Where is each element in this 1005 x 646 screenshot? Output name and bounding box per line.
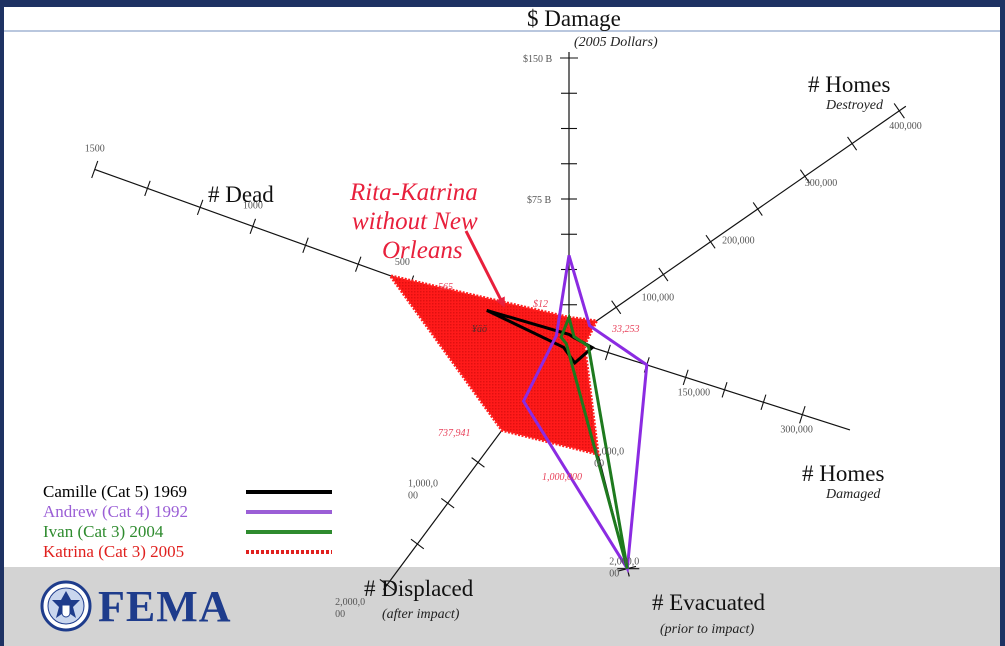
- axis-tick-displaced: [379, 578, 395, 591]
- series-layer: [386, 254, 649, 574]
- axis-tick-dead: [249, 218, 257, 235]
- tick-label-homes_destroyed: 400,000: [889, 121, 922, 132]
- axis-tick-homes_damaged: [760, 394, 767, 411]
- axis-subtitle-damage: (2005 Dollars): [574, 35, 658, 50]
- tick-label-evacuated: 1,000,0 00: [594, 446, 624, 469]
- left-border: [0, 0, 4, 646]
- axis-title-damage: $ Damage: [527, 6, 621, 31]
- axis-tick-homes_destroyed: [658, 267, 669, 282]
- annot-displaced-value: 737,941: [438, 428, 471, 439]
- right-border: [1000, 0, 1005, 646]
- tick-label-damage: $150 B: [523, 54, 553, 65]
- annot-evacuated-value: 1,000,000: [542, 472, 582, 483]
- axis-tick-homes_destroyed: [893, 103, 905, 119]
- annot-dead-value: 565: [438, 282, 453, 293]
- axis-line-homes_damaged: [568, 339, 851, 431]
- fema-wordmark: FEMA: [98, 581, 232, 631]
- legend-label-katrina: Katrina (Cat 3) 2005: [43, 542, 184, 561]
- axis-subtitle-homes_destroyed: Destroyed: [825, 98, 884, 113]
- tick-label-displaced: 1,000,0 00: [408, 478, 438, 501]
- axis-tick-dead: [144, 180, 151, 197]
- tick-label-homes_damaged: 300,000: [780, 425, 813, 436]
- axis-tick-dead: [354, 256, 362, 272]
- axis-tick-displaced: [440, 497, 455, 509]
- axis-tick-homes_destroyed: [611, 300, 622, 315]
- tick-label-displaced: 2,000,0 00: [335, 597, 365, 620]
- tick-label-homes_destroyed: 100,000: [642, 293, 675, 304]
- axis-title-displaced: # Displaced: [364, 576, 474, 601]
- axis-tick-displaced: [471, 457, 485, 468]
- series-ivan-line: [559, 312, 629, 570]
- axis-title-dead: # Dead: [208, 182, 274, 207]
- axis-line-homes_destroyed: [568, 105, 907, 341]
- axis-tick-dead: [196, 199, 204, 216]
- labels-layer: $75 B $150 B 100,000 200,000 300,000 400,000 1…: [43, 6, 922, 637]
- axis-subtitle-homes_damaged: Damaged: [825, 487, 881, 502]
- axis-tick-homes_damaged: [682, 369, 689, 386]
- tick-label-evacuated: 2,000,0 00: [609, 557, 639, 580]
- axis-tick-dead: [91, 160, 99, 179]
- callout-line-1: Rita-Katrina: [349, 179, 478, 206]
- tick-label-dead: 1000: [243, 200, 263, 211]
- tick-label-homes_destroyed: 300,000: [805, 178, 838, 189]
- tick-label-homes_destroyed: 200,000: [722, 235, 755, 246]
- annot-homes-destroyed-value: 33,253: [611, 324, 640, 335]
- tick-label-damage: $75 B: [527, 195, 552, 206]
- fema-logo: FEMA: [38, 580, 232, 632]
- axis-tick-homes_destroyed: [847, 136, 858, 151]
- axis-title-homes_damaged: # Homes: [802, 461, 884, 486]
- axis-subtitle-displaced: (after impact): [382, 607, 460, 622]
- legend-label-ivan: Ivan (Cat 3) 2004: [43, 522, 164, 541]
- callout-line-3: Orleans: [382, 237, 463, 264]
- axis-tick-homes_destroyed: [799, 169, 810, 184]
- series-katrina-area: [386, 273, 600, 457]
- annot-damage-value: $12: [533, 299, 548, 310]
- dhs-seal-icon: [40, 580, 92, 632]
- legend-label-andrew: Andrew (Cat 4) 1992: [43, 502, 188, 521]
- callout-line-2: without New: [352, 208, 478, 235]
- axis-tick-homes_destroyed: [705, 234, 716, 249]
- axis-tick-homes_damaged: [604, 344, 611, 361]
- axis-tick-displaced: [410, 538, 425, 550]
- axis-subtitle-evacuated: (prior to impact): [660, 622, 754, 637]
- callout-arrow: [464, 230, 505, 308]
- tick-label-dead: 1500: [85, 143, 105, 154]
- top-rule: [0, 30, 1005, 32]
- annot-dead-inner: ¥äö: [472, 324, 487, 335]
- footer-band: [0, 567, 1005, 646]
- legend-label-camille: Camille (Cat 5) 1969: [43, 482, 187, 501]
- axis-title-homes_destroyed: # Homes: [808, 72, 890, 97]
- axis-tick-dead: [302, 237, 309, 253]
- axis-tick-homes_damaged: [721, 382, 728, 398]
- tick-label-homes_damaged: 150,000: [678, 387, 711, 398]
- axis-tick-homes_damaged: [799, 405, 806, 424]
- axis-title-evacuated: # Evacuated: [652, 590, 766, 615]
- axis-tick-homes_destroyed: [752, 202, 763, 216]
- top-bar: [0, 0, 1005, 7]
- tick-label-dead: 500: [395, 257, 410, 268]
